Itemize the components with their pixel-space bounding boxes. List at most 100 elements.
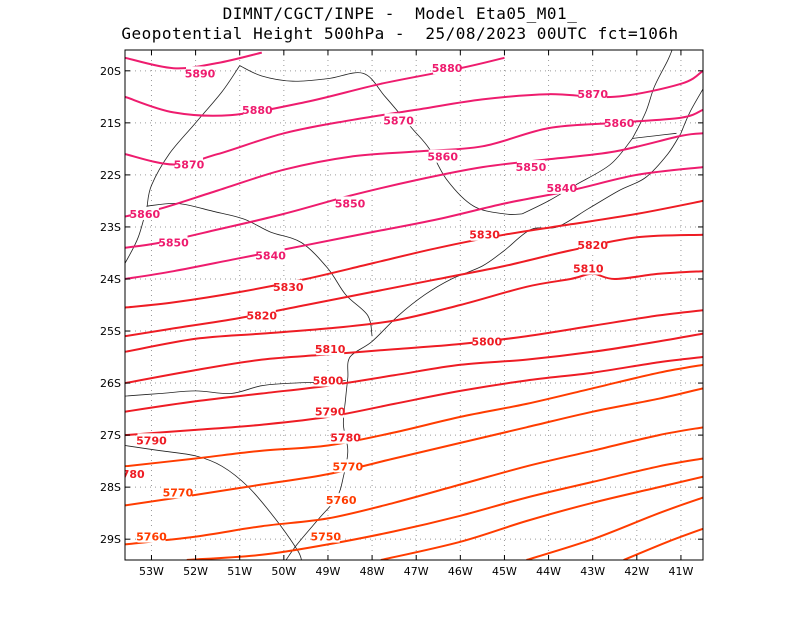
y-tick-label: 22S (100, 169, 121, 182)
contour-label: 5770 (333, 460, 364, 473)
y-tick-label: 25S (100, 325, 121, 338)
contour-label-bg (574, 261, 603, 275)
contour-line (125, 363, 703, 468)
map-border-sp-mg (239, 65, 523, 215)
contour-line (125, 69, 703, 166)
contour-label: 5810 (315, 343, 346, 356)
contour-label-bg (313, 373, 342, 387)
x-tick-label: 50W (271, 565, 296, 578)
contour-label-bg (247, 308, 276, 322)
contour-label: 5840 (255, 250, 286, 263)
x-tick-label: 41W (669, 565, 694, 578)
contour-label-bg (137, 433, 166, 447)
x-tick-label: 53W (139, 565, 164, 578)
x-tick-label: 47W (404, 565, 429, 578)
title-line-1: DIMNT/CGCT/INPE - Model Eta05_M01_ (222, 4, 578, 23)
contour-label-bg (130, 206, 159, 220)
contour-label-bg (433, 61, 462, 75)
y-tick-label: 21S (100, 117, 121, 130)
contour-label: 5870 (174, 158, 205, 171)
contour-label-bg (186, 66, 215, 80)
geography-layer (125, 50, 703, 560)
map-border-sp-pr (147, 202, 373, 337)
map-border-mg-rj (521, 138, 633, 215)
contour-line (125, 332, 703, 413)
y-tick-label: 26S (100, 377, 121, 390)
contour-line (125, 199, 703, 309)
title-line-2: Geopotential Height 500hPa - 25/08/2023 … (121, 24, 679, 43)
map-border-sc-rs (125, 445, 302, 560)
contour-label-bg (327, 493, 356, 507)
x-tick-label: 45W (492, 565, 517, 578)
contour-label: 5800 (313, 374, 344, 387)
contour-label-bg (243, 102, 272, 116)
x-tick-label: 44W (536, 565, 561, 578)
contour-label: 5890 (185, 67, 216, 80)
contour-label: 5750 (310, 531, 341, 544)
axes: 53W 52W 51W 50W 49W 48W 47W 46W 45W 44W 43W 42W 41W 2… (100, 50, 703, 578)
contour-label-bg (316, 404, 345, 418)
contour-label-bg (331, 430, 360, 444)
contour-label: 5820 (577, 239, 608, 252)
x-tick-label: 51W (227, 565, 252, 578)
contour-label: 5860 (604, 117, 635, 130)
contour-label: 5860 (427, 151, 458, 164)
contour-label: 5870 (577, 88, 608, 101)
contour-label-bg (428, 149, 457, 163)
contour-line (125, 166, 703, 280)
map-coastline (285, 133, 682, 560)
y-tick-label: 28S (100, 481, 121, 494)
contour-label: 5790 (136, 434, 167, 447)
contour-label-bg (516, 160, 545, 174)
y-tick-label: 29S (100, 533, 121, 546)
plot-frame (124, 49, 704, 561)
contour-label-bg (163, 485, 192, 499)
contour-line (186, 457, 703, 560)
contour-line (380, 475, 703, 560)
contour-line (125, 233, 703, 338)
contour-label: 5860 (130, 208, 161, 221)
contour-label: 5840 (546, 182, 577, 195)
y-tick-label: 27S (100, 429, 121, 442)
x-tick-label: 48W (360, 565, 385, 578)
contour-line (526, 496, 703, 560)
contour-label: 5760 (326, 494, 357, 507)
contour-label-bg (333, 459, 362, 473)
contour-label: 5800 (471, 335, 502, 348)
contour-line (125, 426, 703, 546)
contour-line (125, 132, 703, 249)
contour-line (623, 527, 703, 560)
contour-label-bg (256, 248, 285, 262)
contour-label-bg (547, 180, 576, 194)
contour-line (125, 387, 703, 507)
x-tick-label: 42W (624, 565, 649, 578)
contour-label-bg (605, 115, 634, 129)
contour-label: 5850 (335, 198, 366, 211)
contour-label: 5870 (383, 114, 414, 127)
x-tick-label: 49W (316, 565, 341, 578)
contour-label: 5760 (136, 531, 167, 544)
contour-label: 5770 (163, 486, 194, 499)
contour-line (125, 270, 703, 353)
contour-label: 5810 (573, 263, 604, 276)
contour-label-bg (470, 227, 499, 241)
map-coast-north (680, 88, 703, 134)
x-tick-label: 43W (580, 565, 605, 578)
contour-label-bg (336, 196, 365, 210)
contour-label-bg (174, 157, 203, 171)
contour-label-bg (125, 467, 144, 481)
contour-label: 5880 (242, 104, 273, 117)
y-tick-label: 24S (100, 273, 121, 286)
contour-label: 5850 (516, 161, 547, 174)
contour-label: 5790 (315, 406, 346, 419)
contour-label: 5850 (158, 237, 189, 250)
y-tick-label: 20S (100, 65, 121, 78)
contour-label: 5780 (330, 432, 361, 445)
contour-label: 5830 (273, 281, 304, 294)
contour-label: 5880 (432, 62, 463, 75)
contour-label-bg (384, 113, 413, 127)
y-tick-label: 23S (100, 221, 121, 234)
contour-label-bg (316, 342, 345, 356)
contour-line (125, 309, 703, 385)
